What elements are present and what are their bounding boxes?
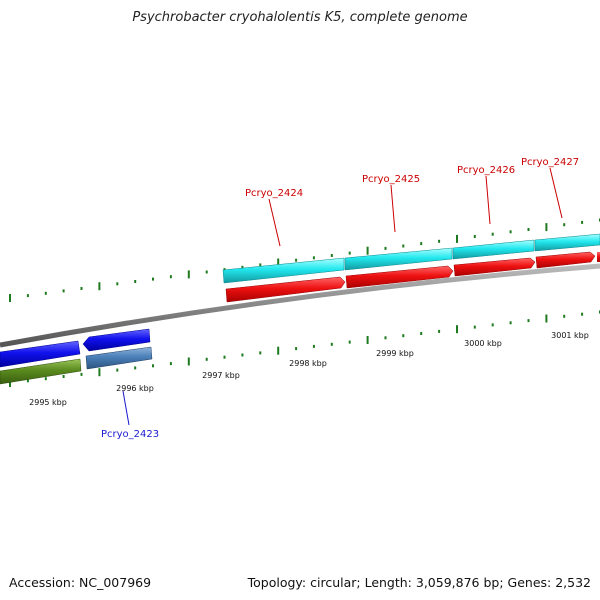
gene-label-pcryo-2426[interactable]: Pcryo_2426 bbox=[457, 165, 515, 176]
cds-pcryo-2424-arrow[interactable] bbox=[225, 276, 346, 303]
cds-reverse-left-arrow[interactable] bbox=[0, 340, 81, 368]
cds-reverse-track bbox=[0, 328, 151, 368]
scale-label: 2998 kbp bbox=[289, 359, 327, 368]
scale-label: 2997 kbp bbox=[202, 371, 240, 380]
genome-backbone bbox=[0, 263, 600, 348]
map-title: Psychrobacter cryohalolentis K5, complet… bbox=[132, 10, 468, 25]
callout-line-pcryo-2425 bbox=[390, 184, 396, 233]
cds-forward-track bbox=[225, 251, 600, 303]
callout-line-pcryo-2427 bbox=[549, 167, 563, 219]
cds-pcryo-2427-arrow[interactable] bbox=[535, 251, 596, 269]
cds-pcryo-2423-arrow[interactable] bbox=[82, 328, 151, 352]
accession-text: Accession: NC_007969 bbox=[9, 575, 152, 590]
gene-label-pcryo-2427[interactable]: Pcryo_2427 bbox=[521, 157, 579, 168]
cog-track-segment[interactable] bbox=[0, 358, 82, 385]
gene-pcryo-2424-block[interactable] bbox=[222, 257, 345, 284]
gene-pcryo-2423-block[interactable] bbox=[85, 346, 153, 370]
genome-summary-text: Topology: circular; Length: 3,059,876 bp… bbox=[247, 575, 591, 590]
scale-label: 2995 kbp bbox=[29, 398, 67, 407]
gene-label-pcryo-2423[interactable]: Pcryo_2423 bbox=[101, 429, 159, 440]
reverse-gene-track bbox=[0, 346, 153, 385]
inner-tick-ring bbox=[9, 310, 600, 387]
gene-track bbox=[222, 233, 600, 284]
gene-label-pcryo-2425[interactable]: Pcryo_2425 bbox=[362, 174, 420, 185]
scale-labels: 2995 kbp 2996 kbp 2997 kbp 2998 kbp 2999 kbp… bbox=[29, 331, 589, 407]
scale-label: 2996 kbp bbox=[116, 384, 154, 393]
scale-label: 3000 kbp bbox=[464, 339, 502, 348]
gene-callouts: Pcryo_2424 Pcryo_2425 Pcryo_2426 Pcryo_2… bbox=[101, 157, 579, 440]
gene-label-pcryo-2424[interactable]: Pcryo_2424 bbox=[245, 188, 303, 199]
callout-line-pcryo-2423 bbox=[122, 390, 130, 426]
scale-label: 2999 kbp bbox=[376, 349, 414, 358]
scale-label: 3001 kbp bbox=[551, 331, 589, 340]
callout-line-pcryo-2426 bbox=[485, 175, 491, 225]
callout-line-pcryo-2424 bbox=[268, 198, 281, 247]
gene-pcryo-2426-block[interactable] bbox=[452, 239, 535, 260]
cds-pcryo-2426-arrow[interactable] bbox=[453, 257, 536, 277]
gene-pcryo-2425-block[interactable] bbox=[344, 247, 453, 271]
cds-next-arrow[interactable] bbox=[597, 252, 600, 262]
gene-pcryo-2427-block[interactable] bbox=[534, 233, 600, 252]
cds-pcryo-2425-arrow[interactable] bbox=[345, 265, 454, 289]
